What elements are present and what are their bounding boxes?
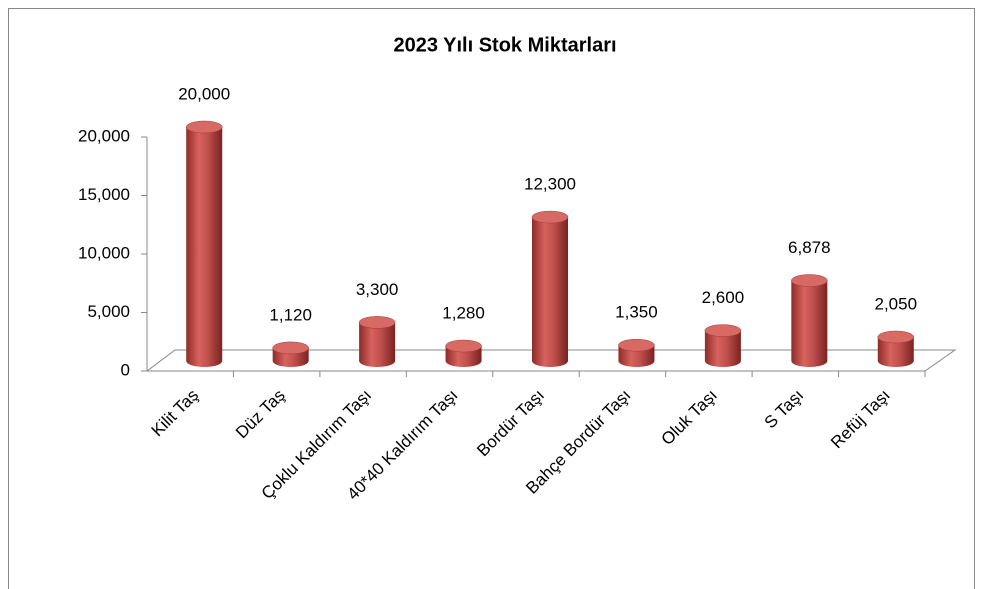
bar-top: [791, 274, 828, 287]
y-tick-label: 20,000: [78, 126, 130, 145]
value-label: 6,878: [788, 238, 831, 257]
bar-top: [185, 120, 223, 134]
chart-title: 2023 Yılı Stok Miktarları: [393, 34, 616, 56]
bar-top: [272, 341, 309, 355]
y-tick-label: 0: [121, 360, 130, 379]
value-label: 1,280: [442, 304, 485, 323]
value-label: 1,120: [269, 305, 312, 324]
y-tick-label: 5,000: [87, 302, 130, 321]
y-tick-label: 10,000: [78, 243, 130, 262]
bar-top: [618, 338, 655, 352]
value-label: 3,300: [356, 280, 399, 299]
bar-top: [445, 339, 482, 353]
y-tick-label: 15,000: [78, 185, 130, 204]
bar: [791, 280, 828, 367]
bar: [704, 330, 741, 367]
bar-top: [358, 316, 396, 329]
bar: [186, 127, 223, 367]
value-label: 2,600: [702, 288, 745, 307]
bar: [359, 322, 396, 367]
value-label: 1,350: [615, 303, 658, 322]
bar-top: [704, 324, 742, 337]
chart-border: [8, 8, 975, 589]
bar: [532, 217, 568, 367]
value-label: 2,050: [875, 294, 918, 313]
bar: [877, 337, 914, 367]
value-label: 12,300: [524, 175, 576, 194]
bar-top: [877, 330, 915, 344]
bar-top: [531, 210, 569, 224]
value-label: 20,000: [178, 84, 230, 103]
